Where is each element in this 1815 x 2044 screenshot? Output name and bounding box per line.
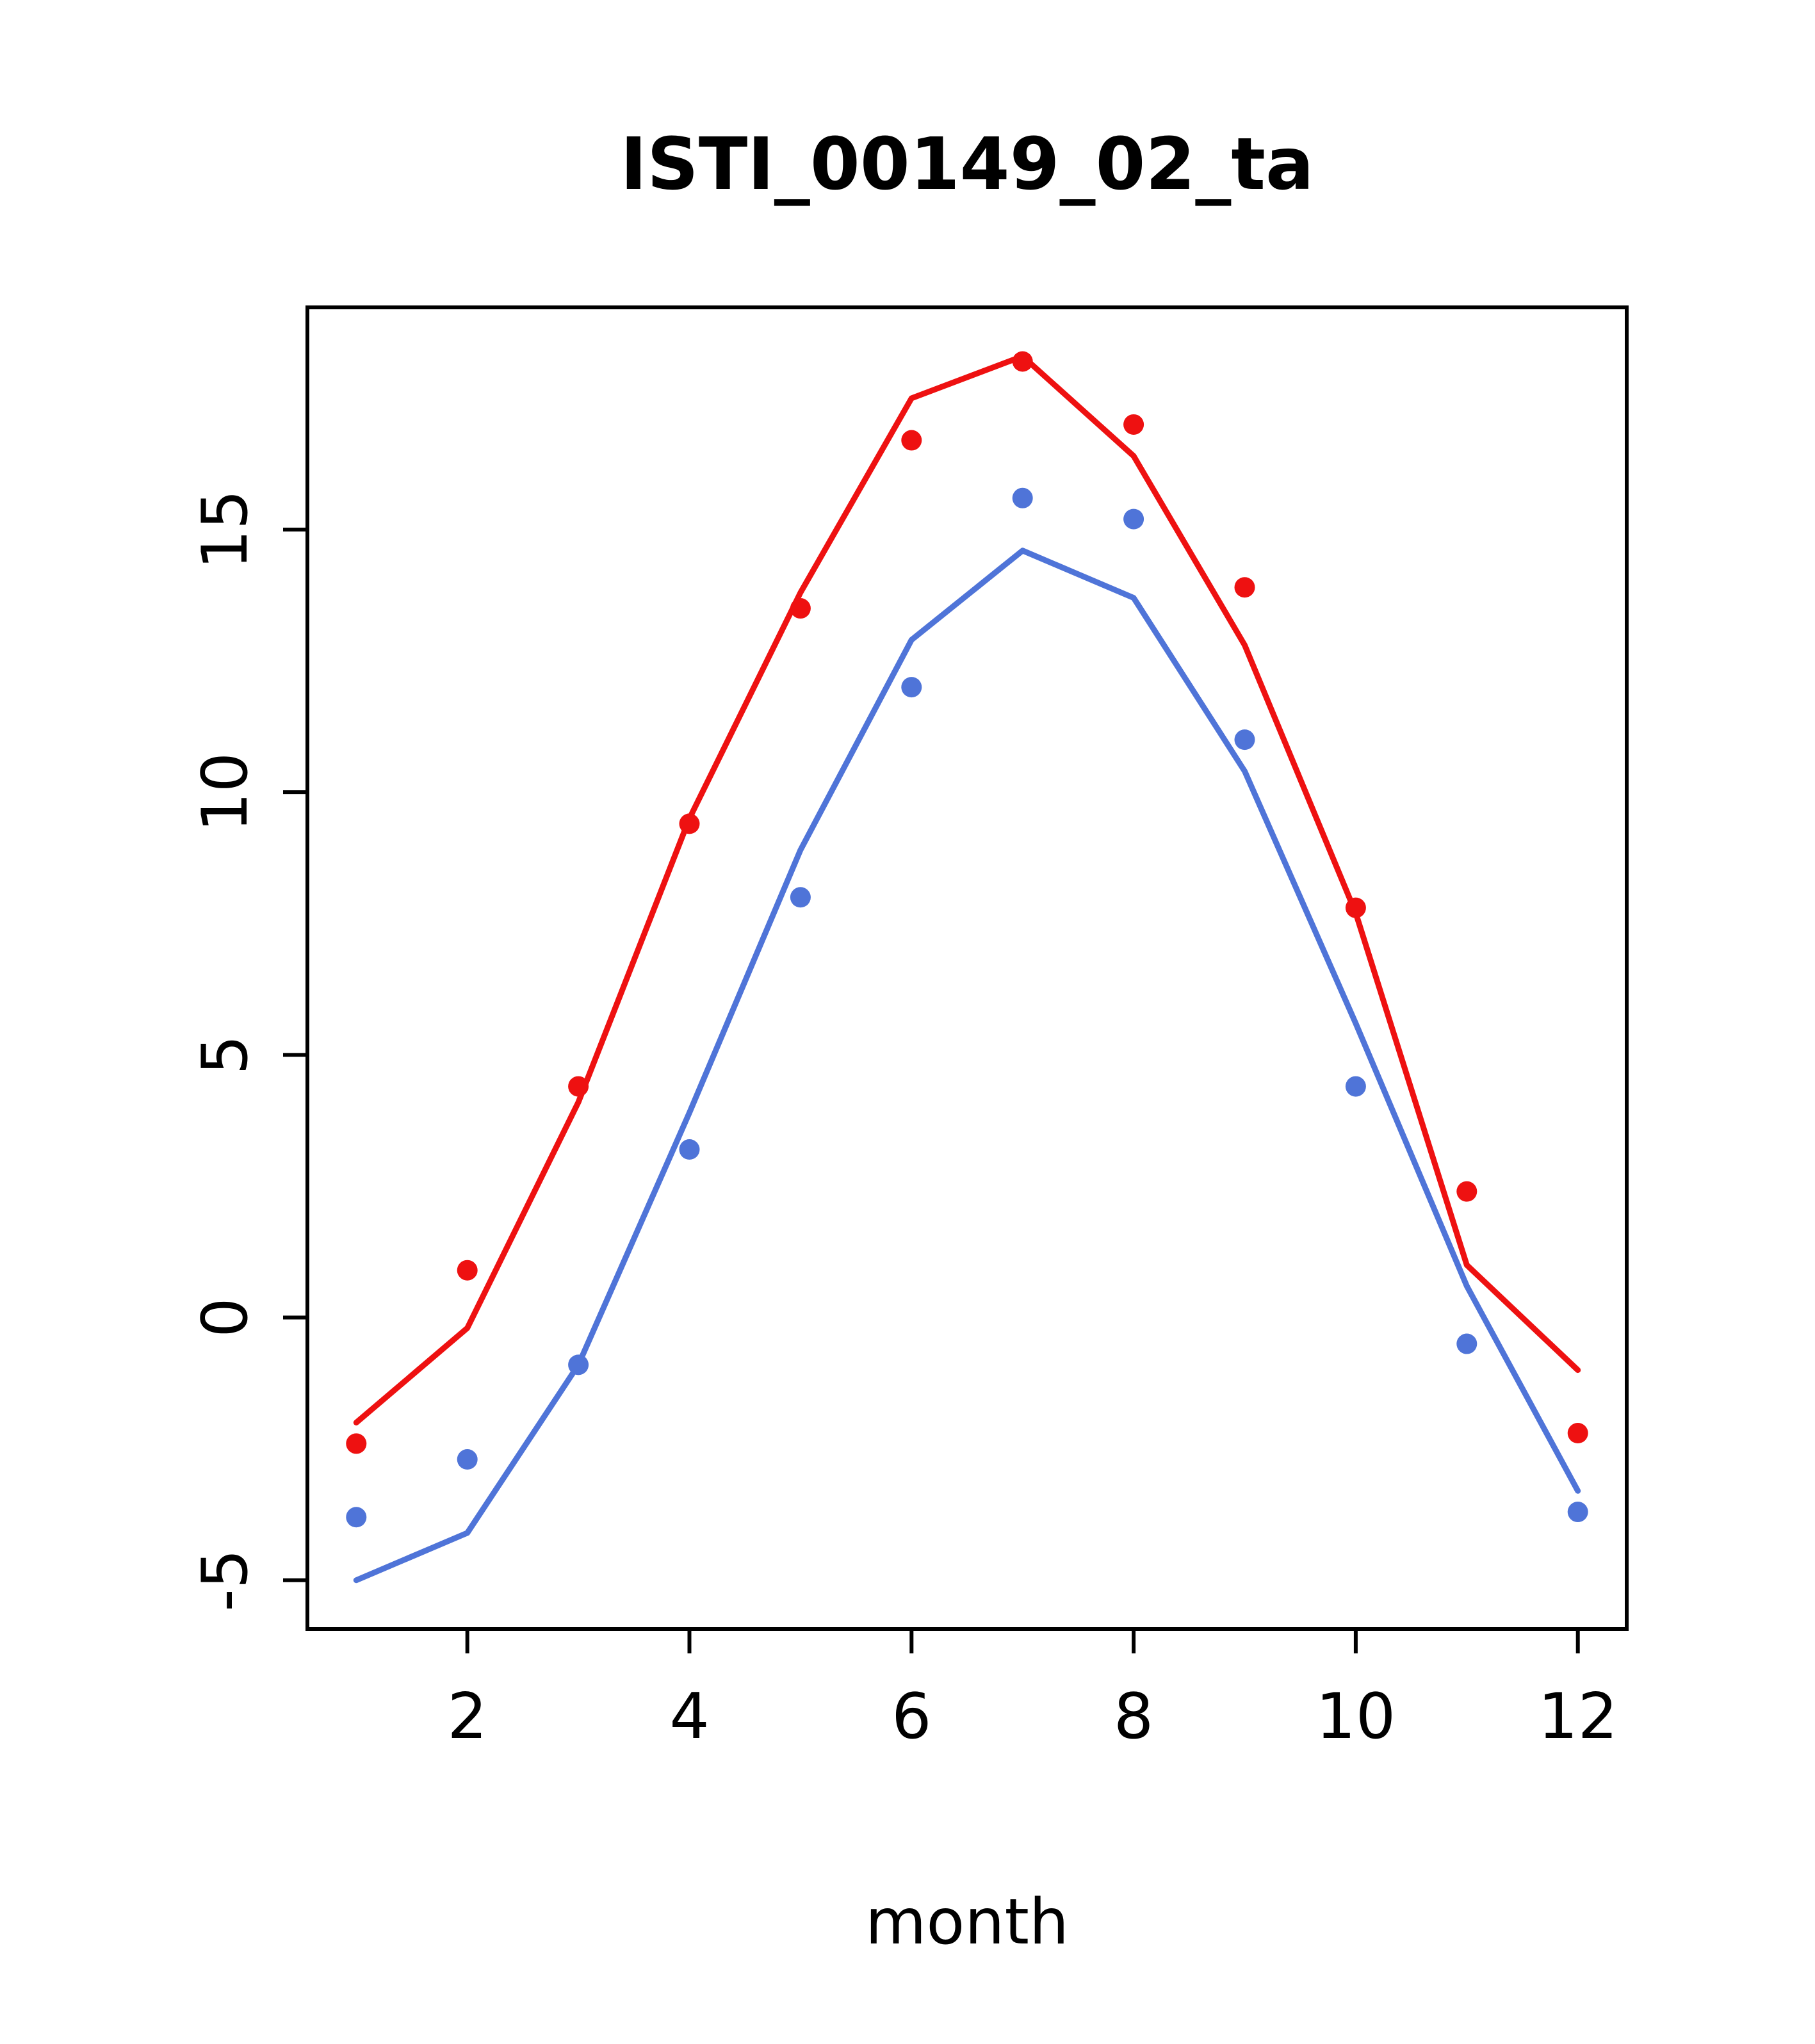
- x-tick-label: 4: [669, 1680, 709, 1753]
- x-axis-label: month: [865, 1886, 1069, 1959]
- y-tick-label: 0: [189, 1297, 262, 1337]
- blue-points-point: [790, 887, 811, 908]
- red-points-point: [457, 1260, 478, 1281]
- blue-points-point: [1234, 729, 1255, 750]
- blue-points-point: [1567, 1502, 1588, 1523]
- blue-points-point: [679, 1139, 700, 1160]
- y-tick-label: 10: [189, 752, 262, 832]
- blue-points-point: [457, 1449, 478, 1470]
- x-tick-label: 8: [1114, 1680, 1153, 1753]
- red-points-point: [1345, 897, 1366, 918]
- red-points-point: [346, 1433, 367, 1454]
- red-points-point: [1123, 414, 1144, 435]
- blue-points-point: [1123, 508, 1144, 530]
- y-tick-label: 5: [189, 1035, 262, 1075]
- red-points-point: [790, 598, 811, 619]
- blue-points-point: [1456, 1333, 1477, 1354]
- blue-points-point: [1012, 487, 1033, 508]
- blue-line-series: [353, 548, 1581, 1584]
- x-tick-label: 6: [891, 1680, 931, 1753]
- x-tick-label: 2: [448, 1680, 487, 1753]
- red-line-series: [353, 353, 1581, 1426]
- plot-box: [305, 305, 1629, 1631]
- red-points-point: [1234, 577, 1255, 598]
- blue-points-point: [568, 1354, 589, 1375]
- chart-title: ISTI_00149_02_ta: [620, 123, 1314, 206]
- blue-points-point: [346, 1507, 367, 1528]
- red-points-point: [901, 430, 922, 451]
- plot-area: 2 4 6 8 10 12 -5 0 5 10 15: [189, 305, 1629, 1753]
- y-tick-label: -5: [189, 1549, 262, 1612]
- red-points-point: [568, 1076, 589, 1097]
- red-points-point: [679, 813, 700, 834]
- blue-points-point: [1345, 1076, 1366, 1097]
- blue-points-point: [901, 677, 922, 698]
- x-tick-label: 10: [1316, 1680, 1396, 1753]
- red-points-point: [1456, 1181, 1477, 1202]
- red-points-point: [1012, 351, 1033, 372]
- y-tick-label: 15: [189, 490, 262, 570]
- x-tick-label: 12: [1538, 1680, 1618, 1753]
- red-points-point: [1567, 1423, 1588, 1444]
